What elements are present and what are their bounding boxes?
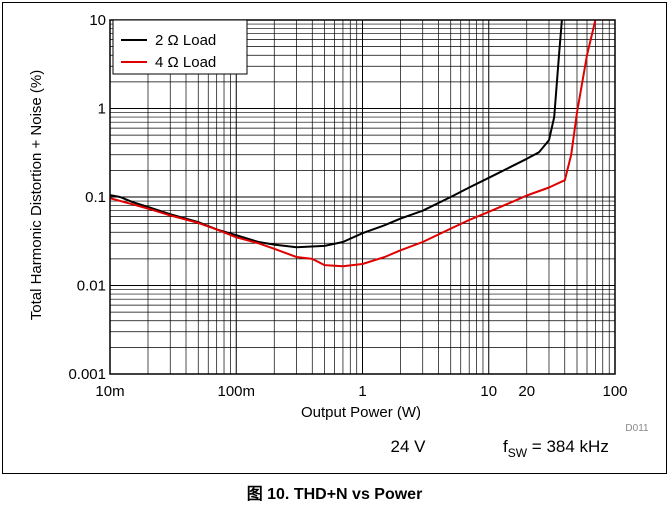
x-tick-label: 20 bbox=[518, 383, 535, 400]
thd-chart: 10m 100m 1 10 20 100 0.001 0.01 0.1 1 10 2 Ω Load… bbox=[28, 12, 649, 460]
legend-label-4ohm: 4 Ω Load bbox=[155, 54, 216, 71]
legend: 2 Ω Load 4 Ω Load bbox=[112, 19, 248, 75]
x-tick-label: 10 bbox=[480, 383, 497, 400]
y-tick-label: 10 bbox=[89, 12, 106, 29]
y-tick-label: 0.01 bbox=[77, 278, 106, 295]
y-tick-labels: 0.001 0.01 0.1 1 10 bbox=[68, 12, 106, 383]
series-line-2ohm bbox=[109, 19, 563, 249]
condition-fsw: fSW = 384 kHz bbox=[503, 437, 609, 460]
y-tick-label: 0.1 bbox=[85, 189, 106, 206]
fsw-subscript: SW bbox=[508, 446, 528, 460]
x-tick-label: 100m bbox=[217, 383, 255, 400]
fsw-suffix: = 384 kHz bbox=[527, 437, 609, 456]
plot-frame bbox=[109, 19, 616, 375]
condition-voltage: 24 V bbox=[391, 437, 427, 456]
figure-caption: 图 10. THD+N vs Power bbox=[246, 486, 423, 503]
series-line-4ohm bbox=[109, 19, 597, 268]
legend-label-2ohm: 2 Ω Load bbox=[155, 32, 216, 49]
x-tick-label: 100 bbox=[602, 383, 627, 400]
chart-figure: 10m 100m 1 10 20 100 0.001 0.01 0.1 1 10 2 Ω Load… bbox=[2, 2, 667, 474]
fsw-prefix: f bbox=[503, 437, 508, 456]
plot-code: D011 bbox=[625, 423, 649, 434]
x-tick-label: 1 bbox=[358, 383, 366, 400]
series-layer bbox=[109, 19, 597, 268]
x-tick-label: 10m bbox=[95, 383, 124, 400]
grid bbox=[109, 20, 615, 375]
legend-box bbox=[112, 19, 248, 75]
x-axis-label: Output Power (W) bbox=[301, 404, 421, 421]
y-tick-label: 0.001 bbox=[68, 366, 106, 383]
y-tick-label: 1 bbox=[98, 101, 106, 118]
x-tick-labels: 10m 100m 1 10 20 100 bbox=[95, 383, 627, 400]
y-axis-label: Total Harmonic Distortion + Noise (%) bbox=[28, 70, 45, 321]
